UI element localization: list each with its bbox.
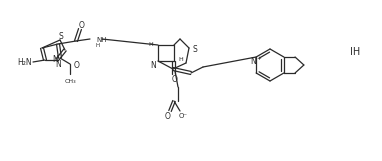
Text: H: H	[149, 42, 154, 47]
Text: O: O	[165, 112, 171, 120]
Text: O: O	[74, 61, 80, 70]
Text: NH: NH	[96, 37, 107, 43]
Text: S: S	[193, 44, 197, 53]
Text: H₂N: H₂N	[18, 57, 32, 66]
Text: N: N	[250, 57, 256, 66]
Text: O: O	[79, 20, 85, 29]
Text: S: S	[58, 32, 63, 41]
Text: +: +	[257, 56, 262, 61]
Text: N: N	[150, 61, 156, 70]
Text: H: H	[96, 43, 100, 47]
Text: IH: IH	[350, 47, 360, 57]
Text: H: H	[179, 57, 183, 62]
Text: O⁻: O⁻	[178, 113, 188, 119]
Text: CH₃: CH₃	[64, 79, 76, 84]
Text: N: N	[55, 60, 61, 68]
Text: O: O	[172, 75, 178, 84]
Text: N: N	[52, 55, 58, 63]
